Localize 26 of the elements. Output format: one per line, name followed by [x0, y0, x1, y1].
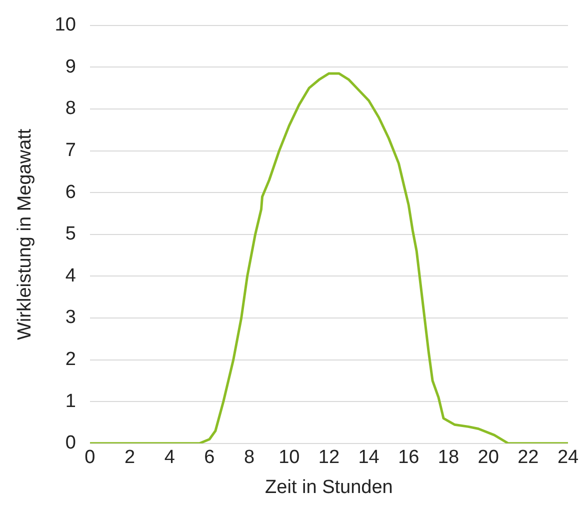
y-tick-label: 10: [54, 14, 76, 36]
x-tick-label: 22: [518, 447, 539, 468]
x-tick-label: 4: [164, 447, 176, 468]
x-tick-label: 18: [438, 447, 460, 468]
x-tick-label: 2: [124, 447, 136, 468]
y-tick-label: 6: [65, 182, 76, 203]
x-tick-label: 6: [204, 447, 215, 468]
x-tick-label: 24: [557, 447, 579, 468]
y-tick-label: 0: [65, 432, 76, 454]
y-tick-label: 8: [65, 98, 76, 120]
x-tick-label: 16: [398, 447, 420, 468]
x-tick-label: 12: [318, 447, 340, 468]
x-tick-label: 0: [84, 447, 96, 468]
x-tick-label: 8: [244, 447, 255, 468]
y-tick-label: 9: [65, 56, 76, 78]
y-tick-label: 2: [65, 349, 76, 370]
y-tick-label: 7: [65, 140, 76, 162]
y-tick-label: 3: [65, 307, 76, 328]
y-axis-title: Wirkleistung in Megawatt: [14, 128, 36, 340]
x-axis-title: Zeit in Stunden: [265, 476, 393, 498]
y-tick-label: 1: [65, 390, 76, 412]
x-tick-label: 14: [358, 447, 380, 468]
x-tick-label: 10: [278, 447, 300, 468]
y-tick-label: 5: [65, 224, 76, 245]
y-tick-label: 4: [65, 265, 76, 286]
x-tick-label: 20: [478, 447, 499, 468]
